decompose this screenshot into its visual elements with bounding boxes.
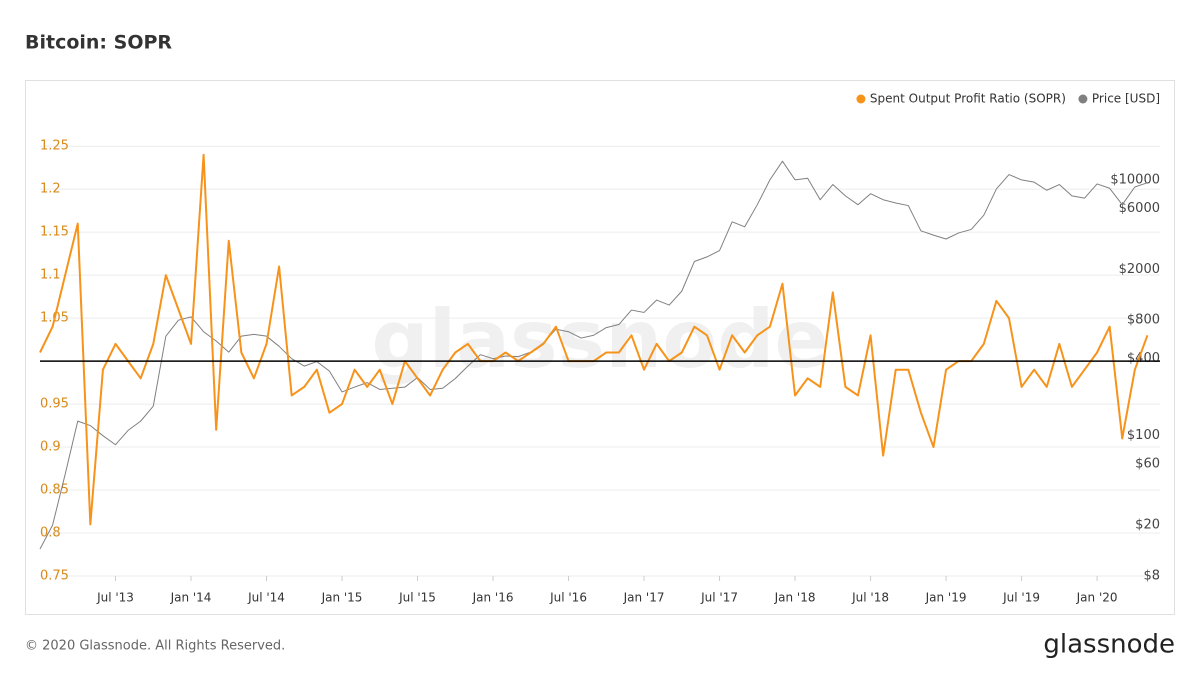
x-tick-label: Jul '14 [247,591,285,605]
x-tick-label: Jul '16 [549,591,587,605]
y-tick-label: 0.85 [40,483,69,498]
x-tick-label: Jan '20 [1076,591,1118,605]
legend-label: Spent Output Profit Ratio (SOPR) [870,92,1066,106]
y-tick-label: 0.75 [40,569,69,584]
x-tick-label: Jan '18 [774,591,816,605]
y2-tick-label: $400 [1127,351,1160,366]
y-tick-label: 0.8 [40,526,61,541]
brand-logo: glassnode [1043,630,1175,660]
y-tick-label: 1.25 [40,139,69,154]
y-tick-label: 1.2 [40,182,61,197]
y-tick-label: 1.1 [40,268,61,283]
y2-tick-label: $2000 [1119,262,1160,277]
x-tick-label: Jul '18 [851,591,889,605]
legend-label: Price [USD] [1092,92,1160,106]
x-tick-label: Jan '14 [170,591,212,605]
y2-tick-label: $6000 [1119,201,1160,216]
y-tick-label: 1.15 [40,225,69,240]
x-tick-label: Jul '19 [1002,591,1040,605]
legend-marker [1078,94,1088,104]
x-tick-label: Jul '13 [96,591,134,605]
x-tick-label: Jan '17 [623,591,665,605]
y2-tick-label: $8 [1143,569,1160,584]
watermark: glassnode [371,293,828,386]
y-tick-label: 0.9 [40,440,61,455]
x-tick-label: Jul '15 [398,591,436,605]
data-line [39,160,1148,550]
legend-marker [856,94,866,104]
x-tick-label: Jan '19 [925,591,967,605]
y-tick-label: 0.95 [40,397,69,412]
x-tick-label: Jan '15 [321,591,363,605]
chart-title: Bitcoin: SOPR [25,32,172,54]
y2-tick-label: $10000 [1110,172,1160,187]
y2-tick-label: $20 [1135,518,1160,533]
y2-tick-label: $100 [1127,428,1160,443]
x-tick-label: Jan '16 [472,591,514,605]
x-tick-label: Jul '17 [700,591,738,605]
y2-tick-label: $800 [1127,313,1160,328]
y2-tick-label: $60 [1135,457,1160,472]
footer: © 2020 Glassnode. All Rights Reserved. [25,639,285,654]
chart-frame [25,80,1175,615]
